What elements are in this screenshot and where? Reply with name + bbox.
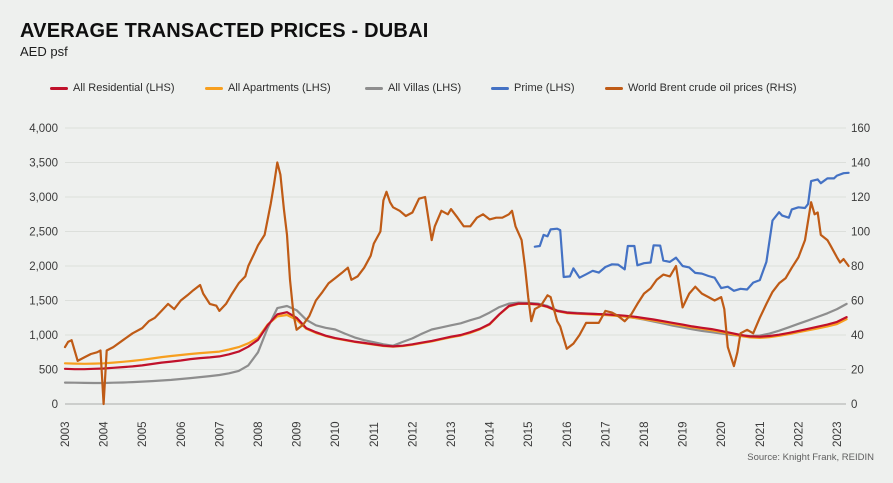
series-line-world-brent-crude-oil-prices-rhs (63, 161, 850, 406)
legend-item-label: All Villas (LHS) (388, 82, 462, 94)
y-axis-tick-right: 160 (851, 123, 870, 135)
legend-color-swatch (205, 86, 223, 90)
x-axis-tick: 2009 (292, 421, 304, 447)
series-line-all-villas-lhs (63, 301, 848, 385)
x-axis-tick: 2011 (369, 422, 381, 447)
y-axis-tick-right: 80 (851, 261, 864, 273)
y-axis-tick-left: 3,500 (29, 158, 58, 170)
x-axis-tick: 2022 (793, 421, 805, 447)
y-axis-tick-left: 0 (52, 399, 58, 411)
x-axis-tick: 2004 (99, 421, 111, 447)
y-axis-tick-left: 2,500 (29, 227, 58, 239)
y-axis-tick-right: 0 (851, 399, 857, 411)
x-axis-tick: 2010 (330, 421, 342, 447)
legend-item-prime: Prime (LHS) (491, 81, 575, 95)
legend-item-label: All Residential (LHS) (73, 82, 175, 94)
y-axis-tick-left: 500 (39, 365, 58, 377)
x-axis-tick: 2006 (176, 421, 188, 447)
x-axis-tick: 2018 (639, 421, 651, 447)
series-line-all-residential-lhs (63, 302, 848, 371)
legend-item-all-residential: All Residential (LHS) (50, 81, 174, 95)
series-line-prime-lhs (533, 171, 850, 292)
legend-item-brent-oil: World Brent crude oil prices (RHS) (605, 81, 797, 95)
x-axis-tick: 2003 (60, 421, 72, 447)
legend-color-swatch (491, 86, 509, 90)
x-axis-tick: 2012 (407, 421, 419, 447)
legend-item-label: World Brent crude oil prices (RHS) (628, 82, 797, 94)
axis-unit-label: AED psf (20, 44, 68, 59)
x-axis-tick: 2015 (523, 421, 535, 447)
legend-color-swatch (605, 86, 623, 90)
legend-item-all-villas: All Villas (LHS) (365, 81, 461, 95)
x-axis-tick: 2016 (562, 421, 574, 447)
legend-item-label: Prime (LHS) (514, 82, 575, 94)
x-axis-tick: 2008 (253, 421, 265, 447)
x-axis-tick: 2020 (716, 421, 728, 447)
x-axis-tick: 2017 (600, 421, 612, 447)
y-axis-tick-right: 140 (851, 158, 870, 170)
source-credit: Source: Knight Frank, REIDIN (747, 452, 874, 463)
y-axis-tick-left: 1,000 (29, 330, 58, 342)
y-axis-tick-left: 3,000 (29, 192, 58, 204)
x-axis-tick: 2007 (214, 421, 226, 447)
legend-item-all-apartments: All Apartments (LHS) (205, 81, 331, 95)
x-axis-tick: 2005 (137, 421, 149, 447)
y-axis-tick-right: 120 (851, 192, 870, 204)
y-axis-tick-left: 1,500 (29, 296, 58, 308)
page-title: AVERAGE TRANSACTED PRICES - DUBAI (20, 20, 429, 42)
x-axis-tick: 2019 (678, 421, 690, 447)
x-axis-tick: 2013 (446, 421, 458, 447)
legend-item-label: All Apartments (LHS) (228, 82, 331, 94)
y-axis-tick-right: 60 (851, 296, 864, 308)
y-axis-tick-left: 2,000 (29, 261, 58, 273)
legend-color-swatch (365, 86, 383, 90)
x-axis-tick: 2021 (755, 421, 767, 447)
y-axis-tick-right: 40 (851, 330, 864, 342)
y-axis-tick-left: 4,000 (29, 123, 58, 135)
y-axis-tick-right: 100 (851, 227, 870, 239)
y-axis-tick-right: 20 (851, 365, 864, 377)
x-axis-tick: 2014 (485, 421, 497, 447)
legend-color-swatch (50, 86, 68, 90)
x-axis-tick: 2023 (832, 421, 844, 447)
